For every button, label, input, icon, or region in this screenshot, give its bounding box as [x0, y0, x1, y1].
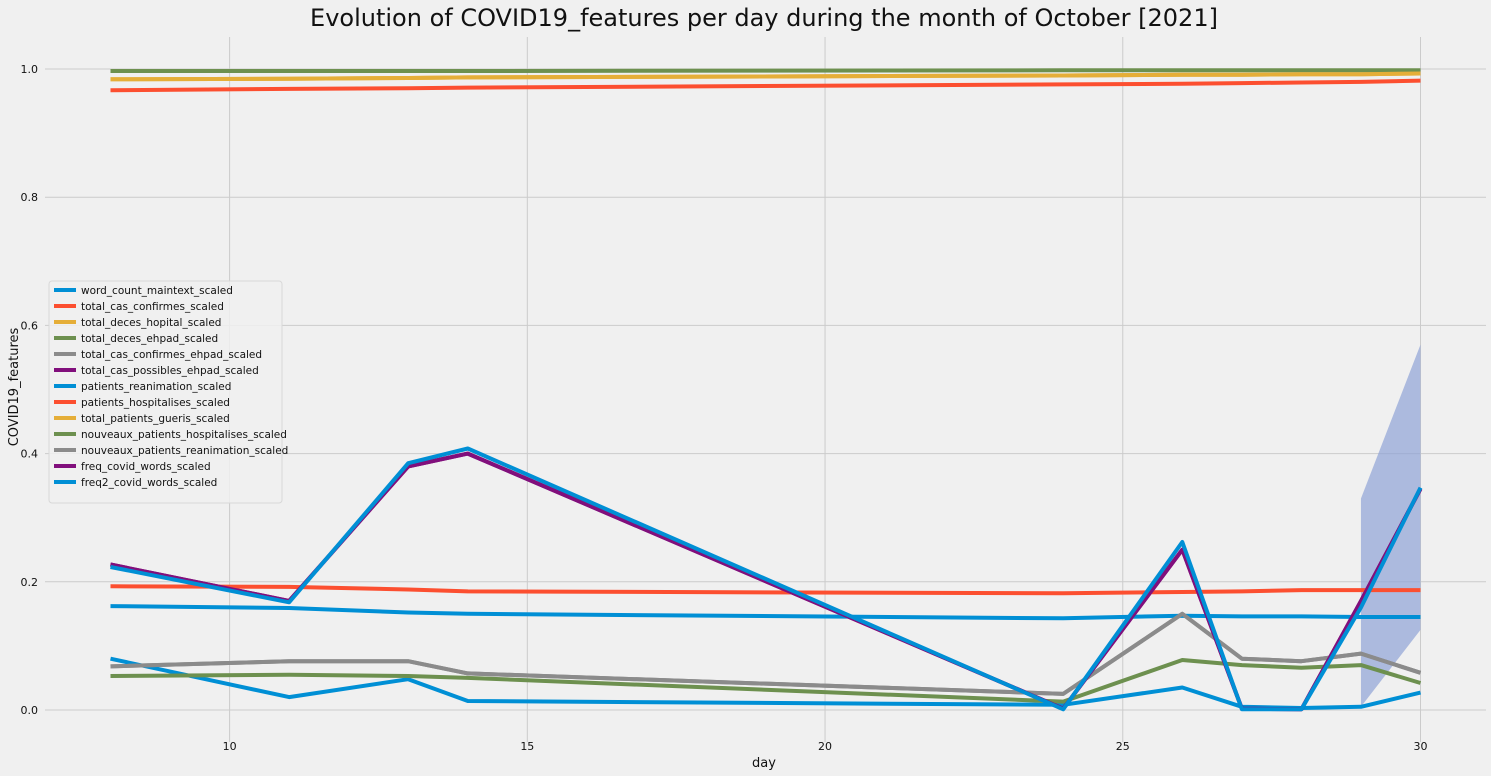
- x-tick-label: 15: [520, 740, 534, 753]
- legend-entry: freq2_covid_words_scaled: [81, 477, 217, 489]
- series-line-total_deces_ehpad_scaled: [110, 68, 1421, 73]
- y-tick-label: 0.6: [21, 319, 39, 332]
- series-line-patients_reanimation_scaled: [110, 604, 1421, 621]
- legend-entry: total_patients_gueris_scaled: [81, 413, 230, 425]
- legend: word_count_maintext_scaled total_cas_conf…: [48, 280, 288, 504]
- y-tick-label: 0.2: [21, 576, 39, 589]
- legend-entry: total_deces_ehpad_scaled: [81, 333, 218, 345]
- y-tick-label: 0.4: [21, 448, 39, 461]
- series-line-nouveaux_patients_hospitalises_scaled: [110, 658, 1422, 704]
- legend-entry: total_deces_hopital_scaled: [81, 317, 221, 329]
- legend-box: [48, 280, 283, 504]
- legend-entry: word_count_maintext_scaled: [81, 285, 233, 297]
- y-tick-label: 0.8: [21, 191, 39, 204]
- y-tick-label: 1.0: [21, 63, 39, 76]
- y-axis-label: COVID19_features: [7, 327, 22, 446]
- series-line-word_count_maintext_scaled: [110, 656, 1421, 710]
- series-lines: [110, 68, 1423, 712]
- x-axis-label: day: [752, 756, 776, 771]
- chart-title: Evolution of COVID19_features per day du…: [310, 4, 1218, 32]
- legend-entry: total_cas_possibles_ehpad_scaled: [81, 365, 259, 377]
- legend-entry: total_cas_confirmes_ehpad_scaled: [81, 349, 262, 361]
- plot-area: [45, 37, 1486, 742]
- x-tick-label: 20: [818, 740, 832, 753]
- legend-entry: patients_reanimation_scaled: [81, 381, 231, 393]
- y-tick-label: 0.0: [21, 704, 39, 717]
- x-tick-label: 25: [1116, 740, 1130, 753]
- legend-entry: nouveaux_patients_hospitalises_scaled: [81, 429, 287, 441]
- legend-entry: total_cas_confirmes_scaled: [81, 301, 224, 313]
- series-line-freq2_covid_words_scaled: [110, 446, 1423, 712]
- series-line-total_patients_gueris_scaled: [110, 71, 1421, 82]
- x-tick-label: 10: [223, 740, 237, 753]
- x-tick-label: 30: [1414, 740, 1428, 753]
- legend-entry: freq_covid_words_scaled: [81, 461, 211, 473]
- series-line-total_cas_confirmes_scaled: [110, 78, 1421, 93]
- series-line-patients_hospitalises_scaled: [110, 584, 1421, 596]
- y-axis-ticks: 0.0 0.2 0.4 0.6 0.8 1.0: [21, 63, 39, 717]
- legend-entry: patients_hospitalises_scaled: [81, 397, 230, 409]
- x-axis-ticks: 10 15 20 25 30: [223, 740, 1428, 753]
- legend-entry: nouveaux_patients_reanimation_scaled: [81, 445, 288, 457]
